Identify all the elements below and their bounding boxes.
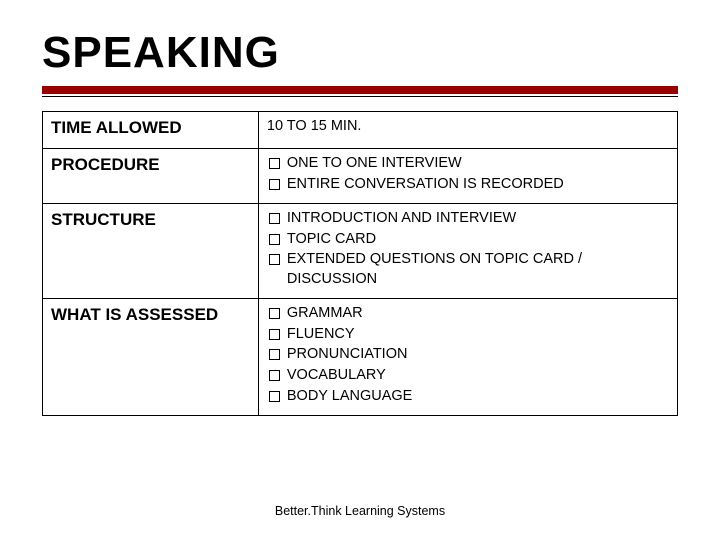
row-label: STRUCTURE bbox=[43, 204, 259, 299]
bullet-list: ONE TO ONE INTERVIEWENTIRE CONVERSATION … bbox=[267, 154, 669, 194]
table-row: TIME ALLOWED10 TO 15 MIN. bbox=[43, 112, 678, 149]
list-item: INTRODUCTION AND INTERVIEW bbox=[269, 209, 669, 229]
row-value: 10 TO 15 MIN. bbox=[258, 112, 677, 149]
table-row: WHAT IS ASSESSEDGRAMMARFLUENCYPRONUNCIAT… bbox=[43, 299, 678, 416]
row-value: ONE TO ONE INTERVIEWENTIRE CONVERSATION … bbox=[258, 148, 677, 203]
bullet-list: GRAMMARFLUENCYPRONUNCIATIONVOCABULARYBOD… bbox=[267, 304, 669, 406]
title-rule-thin bbox=[42, 96, 678, 97]
bullet-list: INTRODUCTION AND INTERVIEWTOPIC CARDEXTE… bbox=[267, 209, 669, 289]
row-value: GRAMMARFLUENCYPRONUNCIATIONVOCABULARYBOD… bbox=[258, 299, 677, 416]
list-item: VOCABULARY bbox=[269, 366, 669, 386]
page-title: SPEAKING bbox=[42, 28, 678, 78]
list-item: ENTIRE CONVERSATION IS RECORDED bbox=[269, 175, 669, 195]
list-item: GRAMMAR bbox=[269, 304, 669, 324]
list-item: ONE TO ONE INTERVIEW bbox=[269, 154, 669, 174]
list-item: TOPIC CARD bbox=[269, 230, 669, 250]
table-row: PROCEDUREONE TO ONE INTERVIEWENTIRE CONV… bbox=[43, 148, 678, 203]
row-label: TIME ALLOWED bbox=[43, 112, 259, 149]
footer-text: Better.Think Learning Systems bbox=[0, 504, 720, 518]
list-item: BODY LANGUAGE bbox=[269, 387, 669, 407]
row-label: WHAT IS ASSESSED bbox=[43, 299, 259, 416]
table-row: STRUCTUREINTRODUCTION AND INTERVIEWTOPIC… bbox=[43, 204, 678, 299]
speaking-table: TIME ALLOWED10 TO 15 MIN.PROCEDUREONE TO… bbox=[42, 111, 678, 416]
list-item: EXTENDED QUESTIONS ON TOPIC CARD / DISCU… bbox=[269, 250, 669, 289]
row-value: INTRODUCTION AND INTERVIEWTOPIC CARDEXTE… bbox=[258, 204, 677, 299]
slide-content: SPEAKING TIME ALLOWED10 TO 15 MIN.PROCED… bbox=[0, 0, 720, 416]
table-body: TIME ALLOWED10 TO 15 MIN.PROCEDUREONE TO… bbox=[43, 112, 678, 416]
row-label: PROCEDURE bbox=[43, 148, 259, 203]
list-item: FLUENCY bbox=[269, 325, 669, 345]
title-rule-thick bbox=[42, 86, 678, 94]
list-item: PRONUNCIATION bbox=[269, 345, 669, 365]
